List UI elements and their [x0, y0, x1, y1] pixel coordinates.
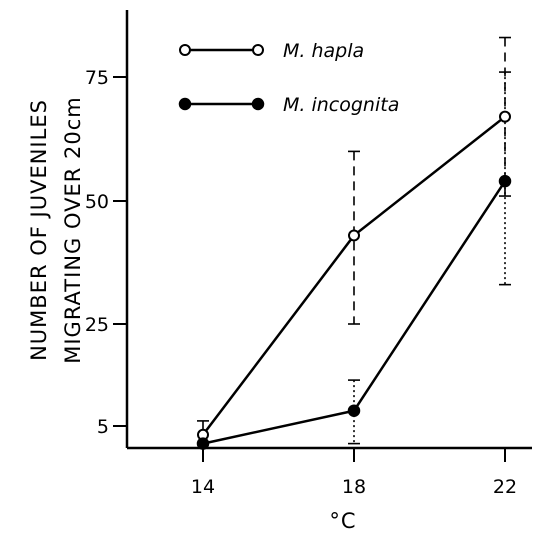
y-tick-label-5: 5 — [97, 416, 109, 438]
legend-label-m-hapla: M. hapla — [283, 40, 364, 62]
axes — [125, 10, 532, 450]
x-axis-title: °C — [329, 509, 356, 533]
series-line-m-incognita — [202, 180, 507, 445]
y-tick-label-50: 50 — [85, 191, 109, 213]
point-m-incognita-18 — [347, 404, 361, 417]
y-tick-label-25: 25 — [85, 314, 109, 336]
legend-marker-m-incognita-right — [251, 97, 265, 111]
legend-marker-m-hapla-left — [179, 44, 191, 56]
x-tick-label-22: 22 — [493, 476, 517, 498]
legend-label-m-incognita: M. incognita — [283, 94, 399, 116]
ticks: 5 25 50 75 14 18 22 — [85, 67, 517, 498]
y-axis-title-line1: NUMBER OF JUVENILES — [27, 99, 51, 361]
x-tick-label-14: 14 — [191, 476, 215, 498]
point-m-incognita-14 — [196, 437, 210, 450]
point-m-hapla-22 — [499, 110, 511, 123]
legend-marker-m-hapla-right — [252, 44, 264, 56]
point-m-hapla-18 — [348, 229, 360, 242]
data-points — [196, 110, 512, 450]
y-tick-label-75: 75 — [85, 67, 109, 89]
x-tick-label-18: 18 — [342, 476, 366, 498]
y-axis-title-line2: MIGRATING OVER 20cm — [61, 96, 85, 364]
legend: M. hapla M. incognita — [178, 40, 399, 116]
point-m-incognita-22 — [498, 174, 512, 188]
legend-marker-m-incognita-left — [178, 97, 192, 111]
